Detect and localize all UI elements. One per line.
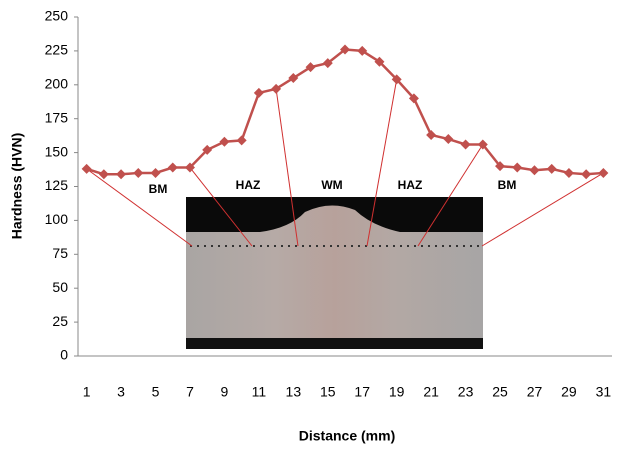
data-point xyxy=(581,169,592,180)
data-point xyxy=(271,83,282,94)
y-tick-label: 25 xyxy=(52,313,68,329)
x-tick-label: 21 xyxy=(423,384,439,400)
annotation: HAZ xyxy=(398,178,423,192)
data-point xyxy=(322,58,333,69)
y-axis-title: Hardness (HVN) xyxy=(9,133,25,240)
data-point xyxy=(288,73,299,84)
data-point xyxy=(374,56,385,67)
data-point xyxy=(98,169,109,180)
data-point xyxy=(340,44,350,55)
data-point xyxy=(81,163,92,174)
x-tick-label: 23 xyxy=(458,384,474,400)
data-point xyxy=(408,93,419,104)
x-tick-label: 3 xyxy=(117,384,125,400)
data-point xyxy=(477,139,488,150)
data-point xyxy=(133,167,144,178)
leader-line xyxy=(366,79,398,247)
y-tick-label: 150 xyxy=(45,143,69,159)
leader-line xyxy=(275,88,299,247)
x-tick-label: 11 xyxy=(252,384,267,400)
x-axis-title: Distance (mm) xyxy=(299,428,395,444)
y-tick-label: 225 xyxy=(45,42,69,58)
data-point xyxy=(598,167,609,178)
leader-line xyxy=(189,167,253,247)
data-point xyxy=(460,139,471,150)
data-point xyxy=(546,163,557,174)
annotation: HAZ xyxy=(236,178,261,192)
x-tick-label: 1 xyxy=(83,384,91,400)
data-point xyxy=(529,165,540,176)
leader-line xyxy=(417,144,484,247)
x-tick-label: 29 xyxy=(561,384,577,400)
x-tick-label: 31 xyxy=(596,384,612,400)
data-point xyxy=(443,134,454,145)
x-tick-label: 19 xyxy=(389,384,405,400)
x-tick-label: 27 xyxy=(527,384,543,400)
data-point xyxy=(305,62,316,73)
data-point xyxy=(512,162,523,173)
leader-lines xyxy=(86,79,604,247)
x-tick-label: 15 xyxy=(320,384,336,400)
data-point xyxy=(202,144,213,155)
data-point xyxy=(184,162,195,173)
data-point xyxy=(426,129,437,140)
x-tick-label: 25 xyxy=(492,384,508,400)
y-tick-label: 125 xyxy=(45,177,69,193)
annotation: BM xyxy=(498,178,517,192)
y-tick-label: 250 xyxy=(45,8,69,24)
x-tick-label: 7 xyxy=(186,384,194,400)
annotation: WM xyxy=(321,178,342,192)
data-point xyxy=(495,161,506,172)
data-point xyxy=(391,74,402,85)
data-point xyxy=(236,135,247,146)
y-tick-label: 75 xyxy=(52,245,68,261)
data-point xyxy=(150,167,161,178)
x-tick-label: 9 xyxy=(221,384,229,400)
y-tick-label: 100 xyxy=(45,211,69,227)
data-point xyxy=(219,136,230,147)
data-point xyxy=(563,167,574,178)
y-tick-label: 0 xyxy=(60,347,68,363)
x-tick-label: 17 xyxy=(354,384,370,400)
x-tick-label: 5 xyxy=(152,384,160,400)
y-tick-label: 175 xyxy=(45,109,69,125)
leader-line xyxy=(481,172,604,247)
y-tick-label: 50 xyxy=(52,279,68,295)
annotation: BM xyxy=(149,182,168,196)
weld-photo xyxy=(186,197,483,349)
data-point xyxy=(167,162,178,173)
data-line xyxy=(86,48,604,176)
data-point xyxy=(253,87,264,98)
y-tick-label: 200 xyxy=(45,76,69,92)
leader-line xyxy=(86,168,193,247)
data-point xyxy=(357,45,368,56)
data-point xyxy=(116,169,127,180)
x-tick-label: 13 xyxy=(286,384,302,400)
